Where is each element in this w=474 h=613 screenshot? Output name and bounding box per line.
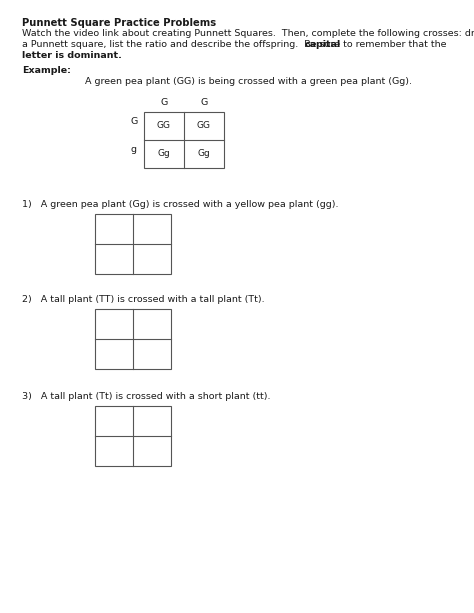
Text: g: g: [131, 145, 137, 154]
Text: G: G: [160, 98, 168, 107]
Text: 1)   A green pea plant (Gg) is crossed with a yellow pea plant (gg).: 1) A green pea plant (Gg) is crossed wit…: [22, 200, 338, 209]
Text: a Punnett square, list the ratio and describe the offspring.  Be sure to remembe: a Punnett square, list the ratio and des…: [22, 40, 449, 49]
Text: 2)   A tall plant (TT) is crossed with a tall plant (Tt).: 2) A tall plant (TT) is crossed with a t…: [22, 295, 264, 304]
Text: G: G: [201, 98, 208, 107]
Text: capital: capital: [305, 40, 341, 49]
Text: Example:: Example:: [22, 66, 71, 75]
Text: Gg: Gg: [158, 150, 170, 159]
Text: Watch the video link about creating Punnett Squares.  Then, complete the followi: Watch the video link about creating Punn…: [22, 29, 474, 38]
Text: GG: GG: [197, 121, 211, 131]
Text: 3)   A tall plant (Tt) is crossed with a short plant (tt).: 3) A tall plant (Tt) is crossed with a s…: [22, 392, 271, 401]
Text: A green pea plant (GG) is being crossed with a green pea plant (Gg).: A green pea plant (GG) is being crossed …: [85, 77, 412, 86]
Bar: [144, 112, 224, 168]
Text: Punnett Square Practice Problems: Punnett Square Practice Problems: [22, 18, 216, 28]
Text: letter is dominant.: letter is dominant.: [22, 51, 122, 60]
Bar: [95, 214, 171, 274]
Bar: [95, 406, 171, 466]
Text: GG: GG: [157, 121, 171, 131]
Text: G: G: [130, 118, 137, 126]
Text: Gg: Gg: [198, 150, 210, 159]
Bar: [95, 309, 171, 369]
